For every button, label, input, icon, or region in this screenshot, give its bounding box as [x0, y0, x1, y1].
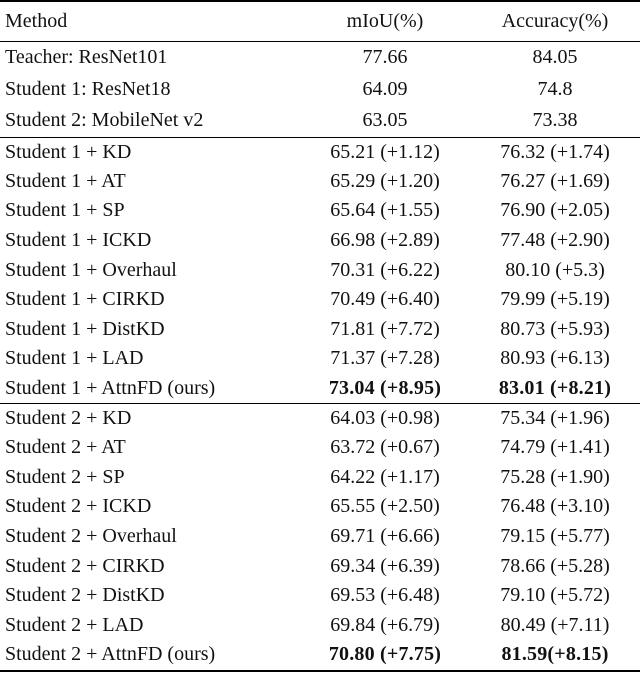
- table-row: Teacher: ResNet101 77.66 84.05: [0, 41, 640, 73]
- miou-cell: 63.72 (+0.67): [330, 436, 440, 459]
- accuracy-cell: 80.10 (+5.3): [505, 258, 605, 281]
- section-student1: Student 1 + KD 65.21 (+1.12) 76.32 (+1.74)…: [0, 137, 640, 403]
- method-cell: Student 2 + ICKD: [5, 495, 152, 518]
- table-row: Student 1 + Overhaul 70.31 (+6.22) 80.10 (…: [0, 255, 640, 285]
- method-cell: Student 2 + AT: [5, 436, 126, 459]
- method-cell: Student 2 + DistKD: [5, 584, 165, 607]
- accuracy-cell: 78.66 (+5.28): [500, 554, 610, 577]
- table-row: Student 2 + AttnFD (ours) 70.80 (+7.75) 81…: [0, 640, 640, 670]
- method-cell: Student 1 + DistKD: [5, 317, 165, 340]
- miou-cell: 70.80 (+7.75): [328, 643, 442, 666]
- method-cell: Student 1 + Overhaul: [5, 258, 177, 281]
- col-header-miou: mIoU(%): [346, 9, 424, 32]
- miou-cell: 64.09: [362, 77, 408, 100]
- method-cell: Student 2 + KD: [5, 406, 132, 429]
- accuracy-cell: 74.8: [537, 77, 573, 100]
- table-row: Student 2 + SP 64.22 (+1.17) 75.28 (+1.90): [0, 463, 640, 493]
- method-cell: Student 2 + CIRKD: [5, 554, 165, 577]
- table-row: Student 1 + AT 65.29 (+1.20) 76.27 (+1.69): [0, 167, 640, 197]
- miou-cell: 65.29 (+1.20): [330, 169, 440, 192]
- method-cell: Student 1 + ICKD: [5, 229, 152, 252]
- accuracy-cell: 74.79 (+1.41): [500, 436, 610, 459]
- table-row: Student 2 + ICKD 65.55 (+2.50) 76.48 (+3.1…: [0, 492, 640, 522]
- accuracy-cell: 80.93 (+6.13): [500, 347, 610, 370]
- table-row: Student 1 + AttnFD (ours) 73.04 (+8.95) 83…: [0, 374, 640, 404]
- miou-cell: 71.81 (+7.72): [330, 317, 440, 340]
- accuracy-cell: 76.48 (+3.10): [500, 495, 610, 518]
- accuracy-cell: 80.73 (+5.93): [500, 317, 610, 340]
- table-row: Student 2: MobileNet v2 63.05 73.38: [0, 105, 640, 137]
- method-cell: Student 1 + KD: [5, 140, 132, 163]
- miou-cell: 69.53 (+6.48): [330, 584, 440, 607]
- table-row: Student 2 + DistKD 69.53 (+6.48) 79.10 (+5…: [0, 581, 640, 611]
- col-header-accuracy: Accuracy(%): [501, 9, 609, 32]
- accuracy-cell: 76.90 (+2.05): [500, 199, 610, 222]
- miou-cell: 65.55 (+2.50): [330, 495, 440, 518]
- table-row: Student 1 + LAD 71.37 (+7.28) 80.93 (+6.13…: [0, 344, 640, 374]
- section-student2: Student 2 + KD 64.03 (+0.98) 75.34 (+1.96)…: [0, 403, 640, 669]
- table-row: Student 1 + KD 65.21 (+1.12) 76.32 (+1.74): [0, 137, 640, 167]
- accuracy-cell: 73.38: [532, 109, 578, 132]
- accuracy-cell: 79.10 (+5.72): [500, 584, 610, 607]
- accuracy-cell: 76.27 (+1.69): [500, 169, 610, 192]
- method-cell: Student 1: ResNet18: [5, 77, 171, 100]
- method-cell: Student 1 + LAD: [5, 347, 144, 370]
- miou-cell: 69.34 (+6.39): [330, 554, 440, 577]
- table-row: Student 1: ResNet18 64.09 74.8: [0, 73, 640, 105]
- accuracy-cell: 84.05: [532, 45, 578, 68]
- table-row: Student 2 + Overhaul 69.71 (+6.66) 79.15 (…: [0, 522, 640, 552]
- miou-cell: 69.71 (+6.66): [330, 525, 440, 548]
- miou-cell: 70.31 (+6.22): [330, 258, 440, 281]
- miou-cell: 64.03 (+0.98): [330, 406, 440, 429]
- miou-cell: 77.66: [362, 45, 408, 68]
- table-row: Student 2 + AT 63.72 (+0.67) 74.79 (+1.41): [0, 433, 640, 463]
- miou-cell: 71.37 (+7.28): [330, 347, 440, 370]
- method-cell: Student 2 + AttnFD (ours): [5, 643, 216, 666]
- method-cell: Student 2 + SP: [5, 465, 125, 488]
- miou-cell: 66.98 (+2.89): [330, 229, 440, 252]
- method-cell: Student 1 + CIRKD: [5, 288, 165, 311]
- table-row: Student 2 + KD 64.03 (+0.98) 75.34 (+1.96): [0, 403, 640, 433]
- accuracy-cell: 76.32 (+1.74): [500, 140, 610, 163]
- table-header-row: Method mIoU(%) Accuracy(%): [0, 2, 640, 41]
- method-cell: Student 1 + SP: [5, 199, 125, 222]
- accuracy-cell: 81.59(+8.15): [501, 643, 609, 666]
- table-row: Student 1 + SP 65.64 (+1.55) 76.90 (+2.05): [0, 196, 640, 226]
- miou-cell: 64.22 (+1.17): [330, 465, 440, 488]
- accuracy-cell: 80.49 (+7.11): [500, 613, 610, 636]
- miou-cell: 70.49 (+6.40): [330, 288, 440, 311]
- miou-cell: 69.84 (+6.79): [330, 613, 440, 636]
- table-row: Student 1 + CIRKD 70.49 (+6.40) 79.99 (+5.…: [0, 285, 640, 315]
- method-cell: Student 2 + LAD: [5, 613, 144, 636]
- miou-cell: 65.64 (+1.55): [330, 199, 440, 222]
- table-header: Method mIoU(%) Accuracy(%): [0, 2, 640, 41]
- method-cell: Student 2: MobileNet v2: [5, 109, 204, 132]
- method-cell: Student 1 + AttnFD (ours): [5, 376, 216, 399]
- table-row: Student 1 + DistKD 71.81 (+7.72) 80.73 (+5…: [0, 315, 640, 345]
- method-cell: Student 1 + AT: [5, 169, 126, 192]
- miou-cell: 65.21 (+1.12): [330, 140, 440, 163]
- accuracy-cell: 75.28 (+1.90): [500, 465, 610, 488]
- method-cell: Student 2 + Overhaul: [5, 525, 177, 548]
- table-row: Student 2 + LAD 69.84 (+6.79) 80.49 (+7.11…: [0, 611, 640, 641]
- col-header-method: Method: [5, 9, 68, 32]
- accuracy-cell: 79.99 (+5.19): [500, 288, 610, 311]
- section-baselines: Teacher: ResNet101 77.66 84.05 Student 1: R…: [0, 41, 640, 137]
- table-row: Student 2 + CIRKD 69.34 (+6.39) 78.66 (+5.…: [0, 551, 640, 581]
- accuracy-cell: 79.15 (+5.77): [500, 525, 610, 548]
- miou-cell: 63.05: [362, 109, 408, 132]
- method-cell: Teacher: ResNet101: [5, 45, 168, 68]
- accuracy-cell: 75.34 (+1.96): [500, 406, 610, 429]
- miou-cell: 73.04 (+8.95): [328, 376, 442, 399]
- accuracy-cell: 83.01 (+8.21): [498, 376, 612, 399]
- accuracy-cell: 77.48 (+2.90): [500, 229, 610, 252]
- table-row: Student 1 + ICKD 66.98 (+2.89) 77.48 (+2.9…: [0, 226, 640, 256]
